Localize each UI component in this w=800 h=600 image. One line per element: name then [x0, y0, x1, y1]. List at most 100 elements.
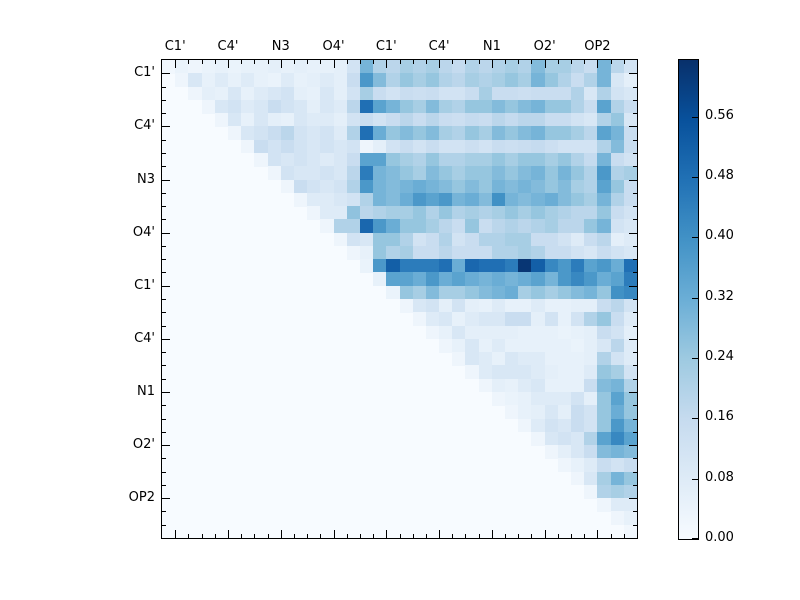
heatmap-cell	[478, 245, 493, 260]
heatmap-cell	[571, 192, 585, 207]
tick-mark	[202, 60, 203, 64]
tick-mark	[505, 534, 506, 538]
heatmap-cell	[399, 272, 414, 287]
heatmap-cell	[425, 219, 440, 234]
heatmap-cell	[452, 86, 466, 101]
heatmap-cell	[491, 312, 506, 327]
heatmap-cell	[465, 338, 480, 353]
tick-mark	[162, 458, 166, 459]
heatmap-cell	[227, 113, 242, 127]
heatmap-cell	[623, 325, 638, 340]
heatmap-cell	[254, 73, 269, 88]
heatmap-cell	[465, 259, 480, 273]
heatmap-cell	[399, 206, 414, 220]
heatmap-cell	[412, 86, 427, 101]
tick-mark	[162, 180, 170, 181]
heatmap-cell	[425, 152, 440, 167]
heatmap-cell	[505, 113, 519, 127]
heatmap-cell	[478, 166, 493, 180]
heatmap-cell	[557, 299, 572, 313]
heatmap-cell	[531, 166, 546, 180]
heatmap-cell	[491, 192, 506, 207]
heatmap-cell	[597, 73, 612, 88]
heatmap-cell	[571, 113, 585, 127]
heatmap-cell	[584, 471, 598, 486]
axes-frame	[161, 59, 638, 539]
tick-mark	[633, 113, 637, 114]
heatmap-cell	[610, 498, 625, 512]
heatmap-cell	[597, 431, 612, 446]
heatmap-cell	[491, 232, 506, 247]
heatmap-cell	[425, 299, 440, 313]
heatmap-cell	[267, 113, 282, 127]
heatmap-cell	[452, 232, 466, 247]
heatmap-cell	[465, 219, 480, 234]
tick-mark	[281, 60, 282, 68]
heatmap-cell	[452, 206, 466, 220]
heatmap-cell	[531, 272, 546, 287]
heatmap-cell	[280, 113, 295, 127]
heatmap-cell	[531, 245, 546, 260]
heatmap-cell	[320, 73, 335, 88]
y-axis-tick-label: C1'	[134, 65, 155, 81]
heatmap-cell	[571, 166, 585, 180]
heatmap-cell	[373, 99, 387, 114]
heatmap-cell	[557, 73, 572, 88]
heatmap-cell	[359, 60, 374, 74]
heatmap-cell	[359, 166, 374, 180]
heatmap-cell	[439, 299, 453, 313]
heatmap-cell	[584, 73, 598, 88]
heatmap-cell	[439, 259, 453, 273]
heatmap-cell	[280, 73, 295, 88]
tick-mark	[373, 534, 374, 538]
heatmap-cell	[557, 272, 572, 287]
tick-mark	[202, 534, 203, 538]
heatmap-cell	[280, 126, 295, 141]
heatmap-cell	[280, 179, 295, 194]
heatmap-cell	[386, 99, 400, 114]
heatmap-cell	[544, 152, 559, 167]
heatmap-cell	[544, 391, 559, 406]
tick-mark	[162, 419, 166, 420]
tick-mark	[611, 534, 612, 538]
heatmap-cell	[557, 405, 572, 419]
heatmap-cell	[623, 192, 638, 207]
heatmap-cell	[623, 272, 638, 287]
heatmap-cell	[505, 352, 519, 366]
heatmap-cell	[623, 498, 638, 512]
tick-mark	[162, 299, 166, 300]
tick-mark	[633, 525, 637, 526]
heatmap-cell	[412, 192, 427, 207]
tick-mark	[400, 60, 401, 64]
heatmap-cell	[227, 86, 242, 101]
heatmap-cell	[478, 206, 493, 220]
tick-mark	[188, 534, 189, 538]
heatmap-cell	[531, 325, 546, 340]
heatmap-cell	[412, 219, 427, 234]
heatmap-cell	[425, 166, 440, 180]
heatmap-cell	[425, 99, 440, 114]
heatmap-cell	[610, 365, 625, 380]
heatmap-cell	[571, 338, 585, 353]
heatmap-cell	[478, 86, 493, 101]
heatmap-cell	[346, 232, 361, 247]
heatmap-cell	[544, 139, 559, 154]
tick-mark	[633, 379, 637, 380]
heatmap-cell	[544, 445, 559, 459]
heatmap-cell	[571, 458, 585, 473]
heatmap-cell	[584, 232, 598, 247]
heatmap-cell	[544, 365, 559, 380]
tick-mark	[629, 180, 637, 181]
heatmap-cell	[544, 352, 559, 366]
tick-mark	[571, 534, 572, 538]
heatmap-cell	[412, 60, 427, 74]
heatmap-cell	[333, 166, 348, 180]
heatmap-cell	[254, 86, 269, 101]
heatmap-cell	[452, 152, 466, 167]
heatmap-cell	[359, 192, 374, 207]
heatmap-cell	[386, 139, 400, 154]
heatmap-cell	[531, 352, 546, 366]
heatmap-cell	[280, 60, 295, 74]
heatmap-cell	[241, 60, 255, 74]
heatmap-cell	[505, 405, 519, 419]
